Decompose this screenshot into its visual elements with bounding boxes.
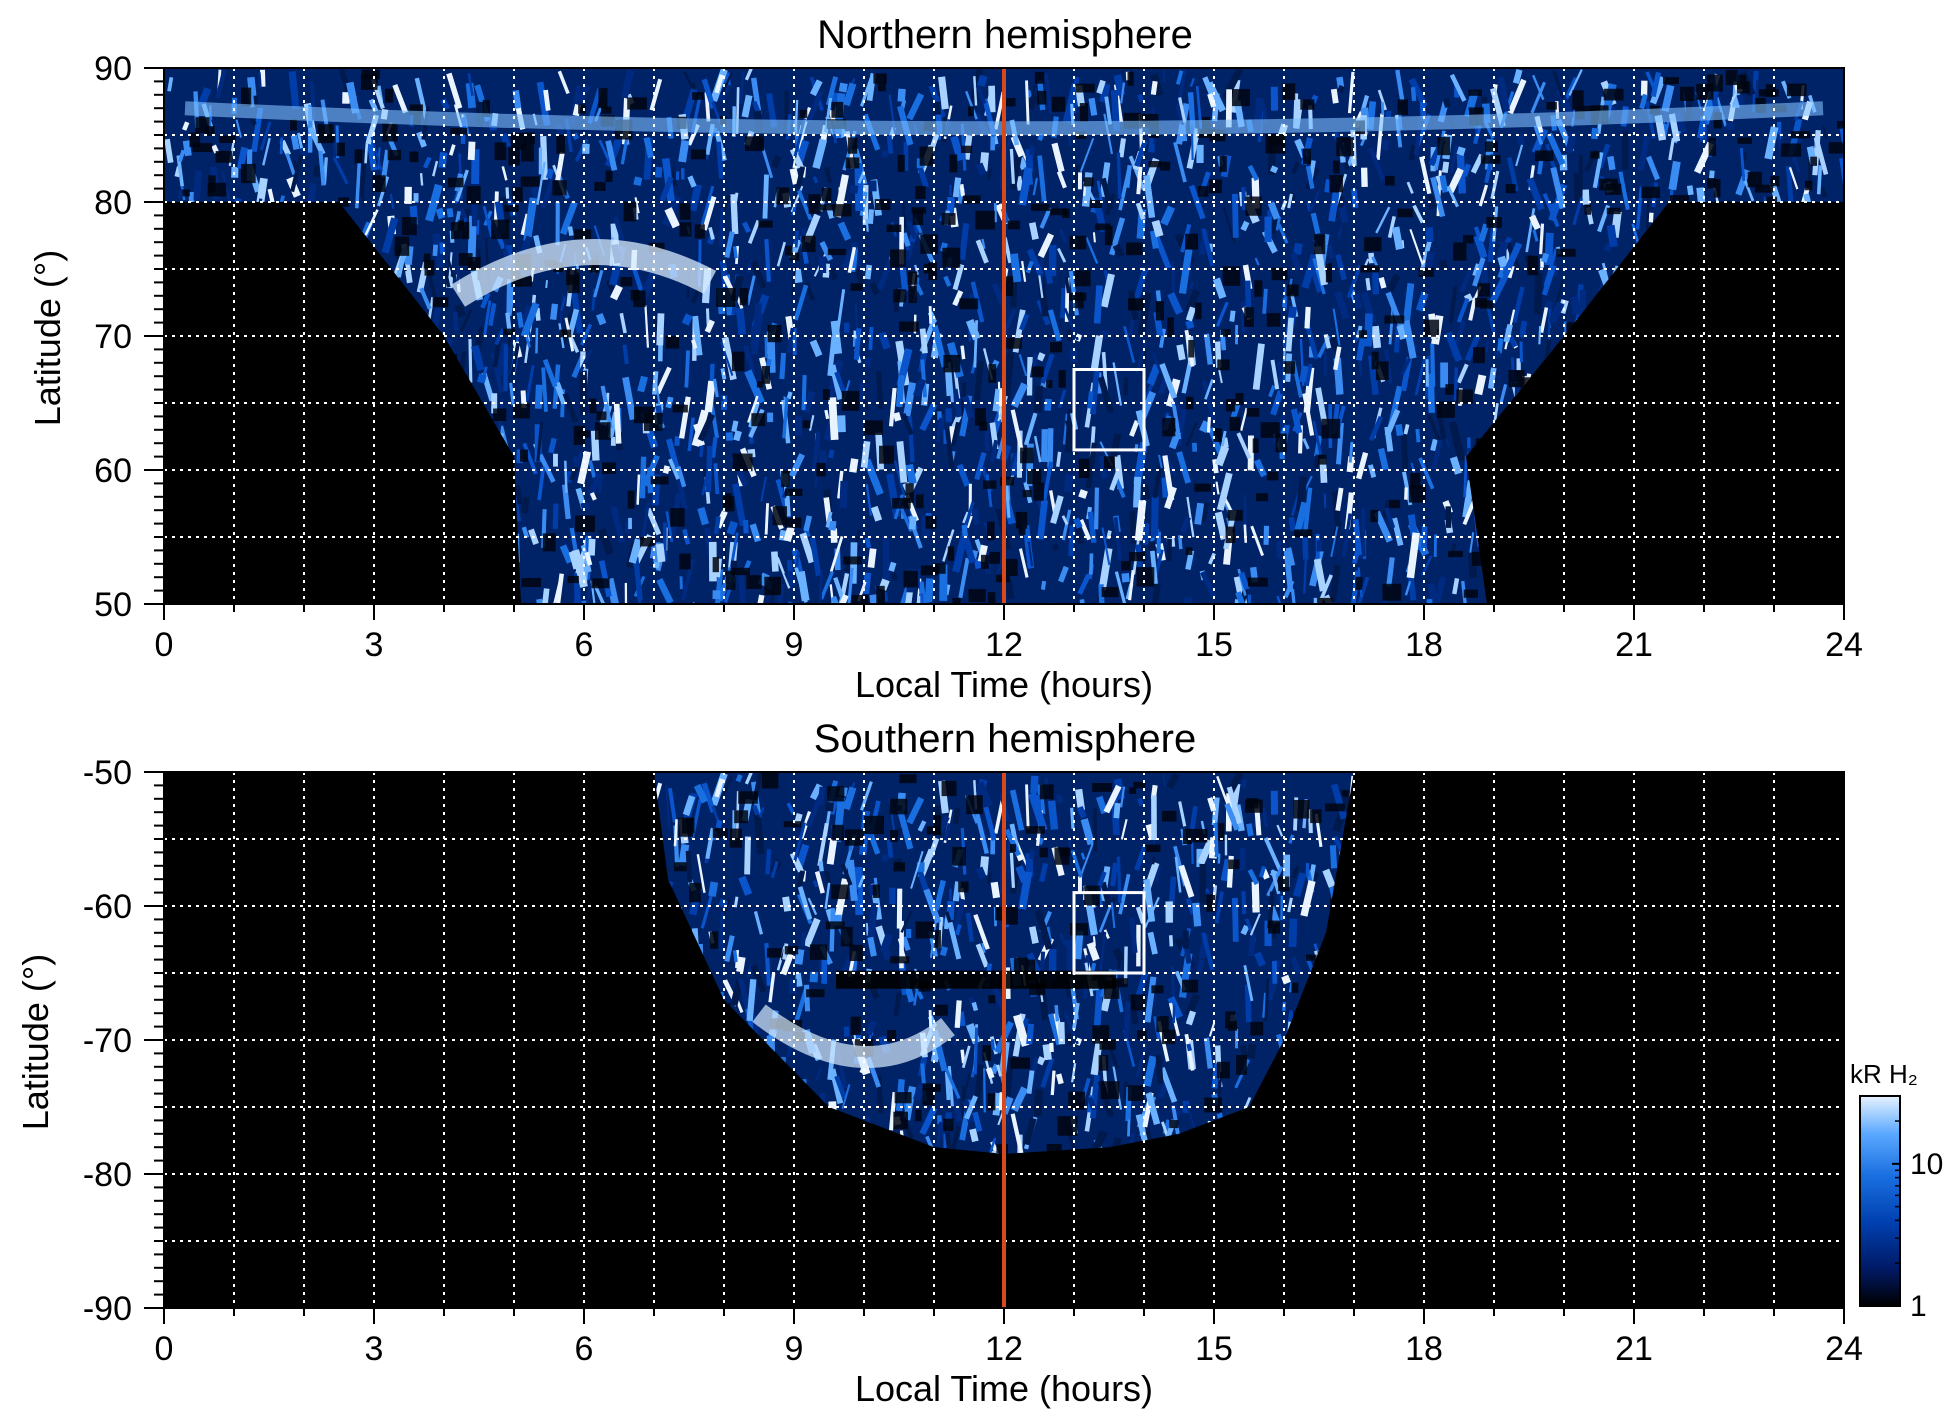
colorbar-ticks: 10 1 (1892, 1120, 1943, 1323)
x-tick-label: 15 (1195, 626, 1233, 664)
y-tick-label: 60 (94, 452, 132, 490)
x-tick-label: 3 (365, 1330, 384, 1368)
north-axes: 0 3 6 9 12 15 18 21 24 90 80 70 60 50 (94, 50, 1863, 664)
colorbar-tick-label: 10 (1910, 1148, 1943, 1181)
x-tick-label: 0 (155, 626, 174, 664)
region-box (1072, 368, 1146, 452)
region-box (1072, 891, 1146, 975)
y-tick-label: 50 (94, 586, 132, 624)
north-region-box (1072, 368, 1146, 452)
colorbar-title: kR H₂ (1850, 1059, 1918, 1089)
south-axes: 0 3 6 9 12 15 18 21 24 -50 -60 -70 -80 -90 (83, 754, 1863, 1368)
y-tick-label: -70 (83, 1022, 132, 1060)
x-tick-label: 9 (785, 1330, 804, 1368)
x-tick-label: 24 (1825, 1330, 1863, 1368)
x-tick-label: 6 (575, 1330, 594, 1368)
northern-hemisphere-panel: Northern hemisphere 0 3 6 9 12 15 18 21 24 90 80 70… (27, 13, 1863, 705)
south-x-axis-label: Local Time (hours) (855, 1368, 1153, 1409)
x-tick-label: 12 (985, 1330, 1023, 1368)
x-tick-label: 0 (155, 1330, 174, 1368)
x-tick-label: 24 (1825, 626, 1863, 664)
x-tick-label: 21 (1615, 626, 1653, 664)
y-tick-label: -90 (83, 1290, 132, 1328)
x-tick-label: 21 (1615, 1330, 1653, 1368)
x-tick-label: 18 (1405, 1330, 1443, 1368)
north-y-axis-label: Latitude (°) (27, 250, 68, 426)
south-title: Southern hemisphere (814, 717, 1196, 761)
colorbar-tick-label: 1 (1910, 1290, 1927, 1323)
north-title: Northern hemisphere (817, 13, 1193, 57)
x-tick-label: 6 (575, 626, 594, 664)
x-tick-label: 15 (1195, 1330, 1233, 1368)
y-tick-label: -50 (83, 754, 132, 792)
y-tick-label: -60 (83, 888, 132, 926)
south-region-box (1072, 891, 1146, 975)
y-tick-label: 80 (94, 184, 132, 222)
x-tick-label: 9 (785, 626, 804, 664)
x-tick-label: 18 (1405, 626, 1443, 664)
x-tick-label: 3 (365, 626, 384, 664)
y-tick-label: -80 (83, 1156, 132, 1194)
y-tick-label: 70 (94, 318, 132, 356)
north-x-axis-label: Local Time (hours) (855, 664, 1153, 705)
colorbar-gradient (1859, 1095, 1901, 1307)
colorbar: kR H₂ 10 1 (1850, 1059, 1943, 1323)
south-y-axis-label: Latitude (°) (15, 954, 56, 1130)
x-tick-label: 12 (985, 626, 1023, 664)
y-tick-label: 90 (94, 50, 132, 88)
southern-hemisphere-panel: Southern hemisphere 0 3 6 9 12 15 18 21 24 -50 -60… (15, 717, 1863, 1409)
